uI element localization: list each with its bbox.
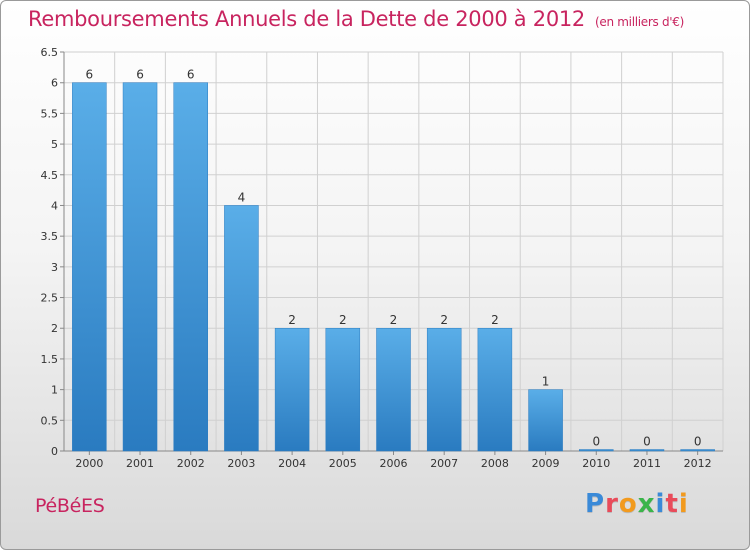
x-tick-label-2004: 2004 — [278, 457, 306, 470]
y-tick-label: 2 — [51, 322, 58, 335]
y-tick-label: 1 — [51, 384, 58, 397]
bar-2008 — [477, 327, 513, 452]
data-label-2003: 4 — [238, 190, 246, 204]
y-tick-label: 2.5 — [41, 292, 59, 305]
bar-2004 — [274, 327, 310, 452]
y-tick-label: 3 — [51, 261, 58, 274]
bar-2003 — [224, 205, 259, 452]
data-label-2012: 0 — [694, 435, 702, 449]
chart-title-text: Remboursements Annuels de la Dette de 20… — [28, 7, 585, 31]
x-tick-label-2009: 2009 — [532, 457, 560, 470]
chart-subtitle: (en milliers d'€) — [595, 15, 685, 29]
x-tick-label-2012: 2012 — [684, 457, 712, 470]
x-tick-label-2007: 2007 — [430, 457, 458, 470]
data-label-2004: 2 — [288, 313, 296, 327]
y-tick-label: 6 — [51, 77, 58, 90]
y-tick-label: 5 — [51, 138, 58, 151]
logo-letter: r — [605, 489, 619, 519]
data-label-2011: 0 — [643, 435, 651, 449]
x-tick-label-2000: 2000 — [75, 457, 103, 470]
y-tick-label: 4.5 — [41, 169, 59, 182]
logo-letter: i — [655, 489, 666, 519]
y-tick-label: 3.5 — [41, 230, 59, 243]
x-tick-label-2008: 2008 — [481, 457, 509, 470]
data-label-2009: 1 — [542, 375, 550, 389]
logo-letter: t — [665, 489, 679, 519]
labels: 00.511.522.533.544.555.566.5620006200162… — [41, 46, 712, 470]
logo-letter: x — [637, 489, 656, 519]
data-label-2002: 6 — [187, 68, 195, 82]
bar-2001 — [122, 82, 158, 452]
logo-letter: i — [678, 489, 689, 519]
data-label-2010: 0 — [592, 435, 600, 449]
y-tick-label: 1.5 — [41, 353, 59, 366]
bar-2007 — [426, 327, 462, 452]
data-label-2006: 2 — [390, 313, 398, 327]
y-tick-label: 0 — [51, 445, 58, 458]
data-label-2007: 2 — [440, 313, 448, 327]
data-label-2005: 2 — [339, 313, 347, 327]
chart-title: Remboursements Annuels de la Dette de 20… — [28, 7, 684, 31]
logo-letter: o — [618, 489, 638, 519]
x-tick-label-2003: 2003 — [227, 457, 255, 470]
bar-2011 — [629, 449, 665, 452]
y-tick-label: 6.5 — [41, 46, 59, 59]
y-tick-label: 0.5 — [41, 414, 59, 427]
x-tick-label-2002: 2002 — [177, 457, 205, 470]
bar-2010 — [579, 449, 614, 452]
data-label-2008: 2 — [491, 313, 499, 327]
bar-2009 — [528, 389, 563, 452]
proxiti-logo[interactable]: Proxiti — [585, 489, 689, 519]
x-tick-label-2001: 2001 — [126, 457, 154, 470]
logo-letter: P — [585, 489, 606, 519]
bar-2012 — [680, 449, 715, 452]
bar-2005 — [325, 327, 361, 452]
y-tick-label: 5.5 — [41, 107, 59, 120]
x-tick-label-2011: 2011 — [633, 457, 661, 470]
y-tick-label: 4 — [51, 199, 58, 212]
data-label-2001: 6 — [136, 68, 144, 82]
bar-2006 — [376, 327, 411, 452]
bar-2002 — [173, 82, 208, 452]
commune-name: PéBéES — [35, 495, 105, 517]
x-tick-label-2005: 2005 — [329, 457, 357, 470]
bar-2000 — [72, 82, 107, 452]
bars — [72, 82, 715, 452]
x-tick-label-2006: 2006 — [380, 457, 408, 470]
data-label-2000: 6 — [86, 68, 94, 82]
x-tick-label-2010: 2010 — [582, 457, 610, 470]
